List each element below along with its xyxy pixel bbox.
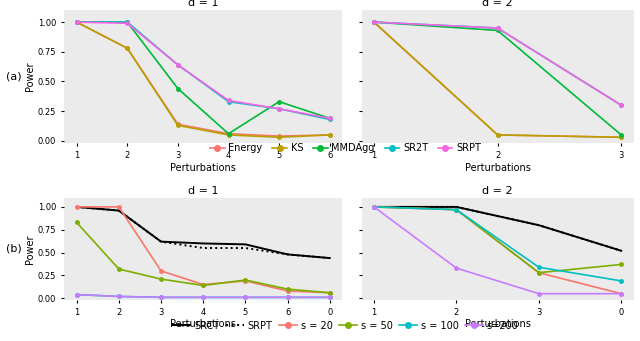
Y-axis label: Power: Power: [25, 234, 35, 264]
X-axis label: Perturbations: Perturbations: [170, 320, 236, 329]
Y-axis label: Power: Power: [25, 62, 35, 91]
Title: d = 2: d = 2: [483, 0, 513, 8]
Title: d = 1: d = 1: [188, 186, 218, 196]
Text: (a): (a): [6, 72, 22, 82]
X-axis label: Perturbations: Perturbations: [170, 163, 236, 173]
X-axis label: Perturbations: Perturbations: [465, 163, 531, 173]
Legend: SRCT, SRPT, s = 20, s = 50, s = 100, s=200: SRCT, SRPT, s = 20, s = 50, s = 100, s=2…: [169, 317, 522, 335]
X-axis label: Perturbations: Perturbations: [465, 320, 531, 329]
Title: d = 2: d = 2: [483, 186, 513, 196]
Title: d = 1: d = 1: [188, 0, 218, 8]
Legend: Energy, KS, MMDAgg, SR2T, SRPT: Energy, KS, MMDAgg, SR2T, SRPT: [206, 139, 485, 157]
Text: (b): (b): [6, 244, 22, 254]
